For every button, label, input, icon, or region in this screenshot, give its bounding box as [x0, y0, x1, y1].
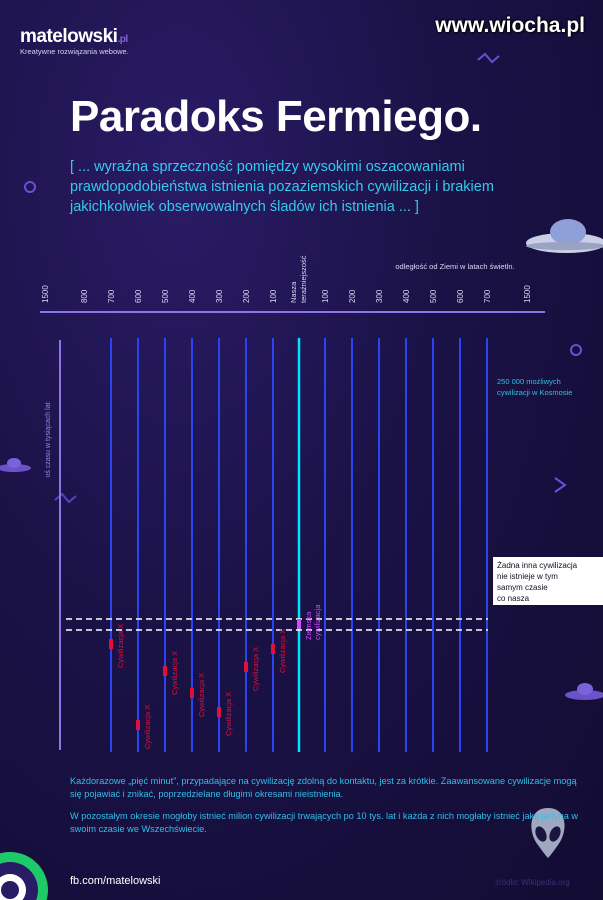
- civilization-marker: [109, 639, 113, 649]
- bottom-text: Każdorazowe „pięć minut”, przypadające n…: [70, 775, 590, 845]
- brand-logo[interactable]: matelowski.pl: [20, 26, 128, 48]
- count-note: 250 000 możliwych cywilizacji w Kosmosie: [497, 377, 572, 397]
- alien-icon: [531, 808, 565, 858]
- brand-name: matelowski: [20, 26, 118, 47]
- brand-suffix: .pl: [117, 34, 128, 45]
- civilization-marker: [163, 666, 167, 676]
- civilization-label: Cywilizacja X: [224, 692, 233, 736]
- bottom-paragraph-2: W pozostałym okresie mogłoby istnieć mil…: [70, 811, 579, 834]
- civilization-label: Cywilizacja X: [197, 673, 206, 717]
- bottom-paragraph-1: Każdorazowe „pięć minut”, przypadające n…: [70, 776, 577, 799]
- facebook-link[interactable]: fb.com/matelowski: [70, 875, 161, 887]
- svg-text:Żadna inna cywilizacja: Żadna inna cywilizacja nie istnieje w ty…: [497, 561, 579, 603]
- planet-icon: [0, 852, 48, 900]
- tick-label: 400: [402, 289, 411, 303]
- civilization-marker: [136, 720, 140, 730]
- time-lines: [110, 338, 488, 752]
- zigzag-decoration: [477, 52, 500, 64]
- our-civilization-label: cywilizacja: [313, 604, 322, 640]
- civilization-label: Cywilizacja X: [278, 629, 287, 673]
- chevron-decoration: [554, 477, 567, 493]
- civilization-marker: [271, 644, 275, 654]
- civilization-marker: [217, 707, 221, 717]
- page-title: Paradoks Fermiego.: [70, 92, 482, 141]
- ring-decoration: [570, 344, 582, 356]
- tick-label: 800: [80, 289, 89, 303]
- tick-label: 300: [215, 289, 224, 303]
- civilization-markers: Cywilizacja X Cywilizacja X Cywilizacja X C…: [109, 604, 322, 749]
- tick-label: 200: [348, 289, 357, 303]
- subtitle: [ ... wyraźna sprzeczność pomiędzy wysok…: [70, 159, 494, 215]
- watermark: www.wiocha.pl: [435, 14, 585, 37]
- civilization-label: Cywilizacja X: [170, 651, 179, 695]
- tick-label: 300: [375, 289, 384, 303]
- tick-label: 1500: [41, 285, 50, 303]
- distance-axis-label: odległość od Ziemi w latach świetln.: [395, 262, 514, 271]
- civilization-marker: [190, 688, 194, 698]
- tick-label: 700: [107, 289, 116, 303]
- tick-label: 500: [161, 289, 170, 303]
- present-label-line1: Nasza: [289, 281, 298, 303]
- no-other-note: Żadna inna cywilizacja nie istnieje w ty…: [493, 557, 603, 605]
- our-civilization-marker: [297, 619, 301, 629]
- brand-tagline: Kreatywne rozwiązania webowe.: [20, 47, 129, 56]
- tick-label: 600: [134, 289, 143, 303]
- ufo-icon: [526, 219, 603, 253]
- civilization-label: Cywilizacja X: [116, 624, 125, 668]
- our-civilization-label: Ziemska: [304, 611, 313, 640]
- ring-decoration: [24, 181, 36, 193]
- civilization-label: Cywilizacja X: [143, 705, 152, 749]
- ufo-icon: [565, 683, 603, 700]
- ufo-icon: [0, 458, 31, 472]
- tick-labels: 1500 800 700 600 500 400 300 200 100 100 200 300 400…: [41, 285, 532, 303]
- tick-label: 100: [321, 289, 330, 303]
- present-label-line2: teraźniejszość: [299, 255, 308, 303]
- civilization-label: Cywilizacja X: [251, 647, 260, 691]
- zigzag-decoration: [54, 492, 77, 504]
- tick-label: 200: [242, 289, 251, 303]
- svg-text:250 000 możliwych cywi: 250 000 możliwych cywilizacji w Kosmosie: [497, 377, 572, 397]
- tick-label: 600: [456, 289, 465, 303]
- source-note: źródło: Wikipedia.org: [495, 878, 570, 887]
- civilization-marker: [244, 662, 248, 672]
- tick-label: 1500: [523, 285, 532, 303]
- tick-label: 100: [269, 289, 278, 303]
- tick-label: 400: [188, 289, 197, 303]
- tick-label: 700: [483, 289, 492, 303]
- tick-label: 500: [429, 289, 438, 303]
- time-axis-label: oś czasu w tysiącach lat: [45, 402, 52, 477]
